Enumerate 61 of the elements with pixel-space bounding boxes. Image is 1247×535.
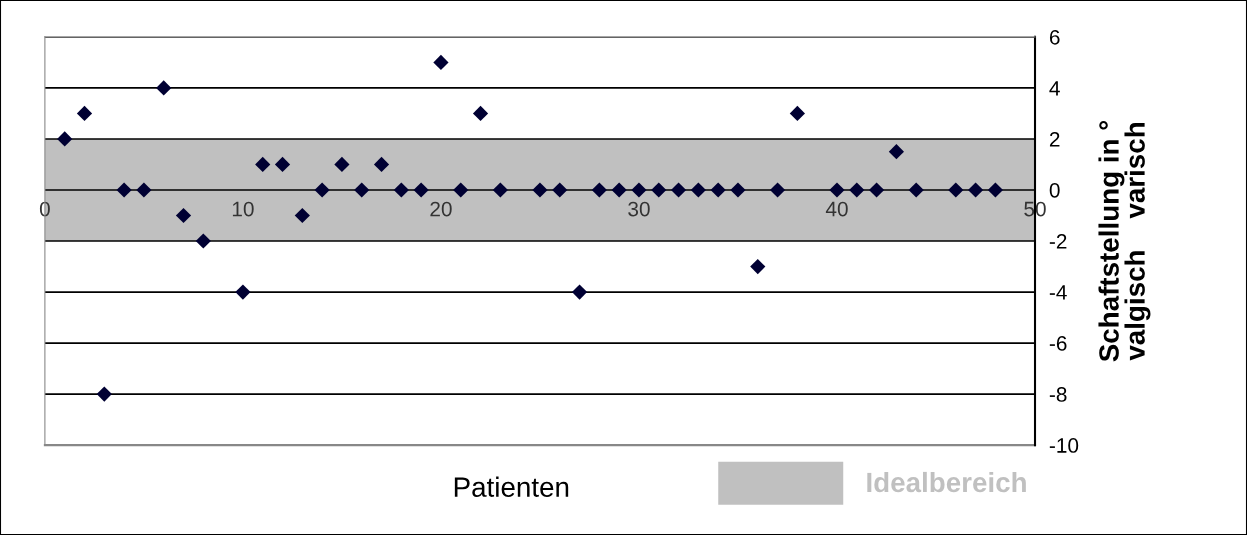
point	[274, 156, 291, 173]
y-tick-label: 6	[1049, 29, 1060, 45]
point	[868, 182, 885, 198]
y-axis-title: Schaftstellung in ° valgisch varisch	[1098, 120, 1151, 362]
point	[690, 182, 706, 198]
point	[472, 105, 489, 122]
y-tick-label: 0	[1049, 182, 1060, 198]
point	[552, 182, 568, 198]
point	[255, 156, 271, 173]
point	[532, 182, 548, 198]
point	[968, 182, 984, 198]
point	[789, 105, 805, 122]
point	[433, 54, 449, 71]
point	[651, 182, 667, 198]
point	[116, 182, 132, 198]
point	[413, 182, 429, 198]
x-tick-label: 20	[430, 201, 452, 217]
point	[908, 182, 924, 198]
y-tick-label: -6	[1049, 336, 1067, 351]
point	[354, 182, 370, 198]
point	[314, 182, 330, 198]
x-tick-label: 40	[825, 201, 848, 217]
y-tick-label: -8	[1049, 387, 1067, 402]
point	[57, 131, 73, 147]
point	[611, 182, 627, 198]
point	[195, 233, 211, 249]
point	[750, 258, 766, 275]
y-tick-label: -4	[1049, 285, 1067, 300]
x-axis-title: Patienten	[454, 476, 569, 497]
point	[492, 182, 508, 198]
point	[710, 182, 726, 198]
legend-label: Idealbereich	[867, 471, 1026, 493]
point	[156, 80, 172, 96]
point	[849, 182, 865, 198]
point	[96, 386, 112, 402]
point	[571, 284, 588, 300]
x-tick-label: 0	[39, 201, 50, 217]
x-tick-label: 30	[628, 201, 650, 217]
point	[76, 105, 93, 122]
x-tick-label: 10	[232, 201, 254, 217]
point	[294, 207, 310, 224]
point	[453, 182, 469, 198]
point	[235, 284, 251, 300]
point	[393, 182, 409, 198]
y-tick-label: -10	[1049, 438, 1079, 453]
point	[591, 182, 607, 198]
point	[175, 207, 192, 224]
point	[334, 156, 350, 173]
point	[670, 182, 687, 198]
point	[948, 182, 964, 198]
point	[373, 156, 390, 173]
point	[730, 182, 746, 198]
point	[987, 182, 1004, 198]
y-tick-label: 4	[1049, 81, 1060, 96]
y-tick-label: -2	[1049, 234, 1067, 249]
point	[888, 144, 904, 160]
point	[136, 182, 152, 198]
point	[829, 182, 845, 198]
point	[769, 182, 786, 198]
point	[631, 182, 647, 198]
y-tick-label: 2	[1049, 131, 1060, 147]
